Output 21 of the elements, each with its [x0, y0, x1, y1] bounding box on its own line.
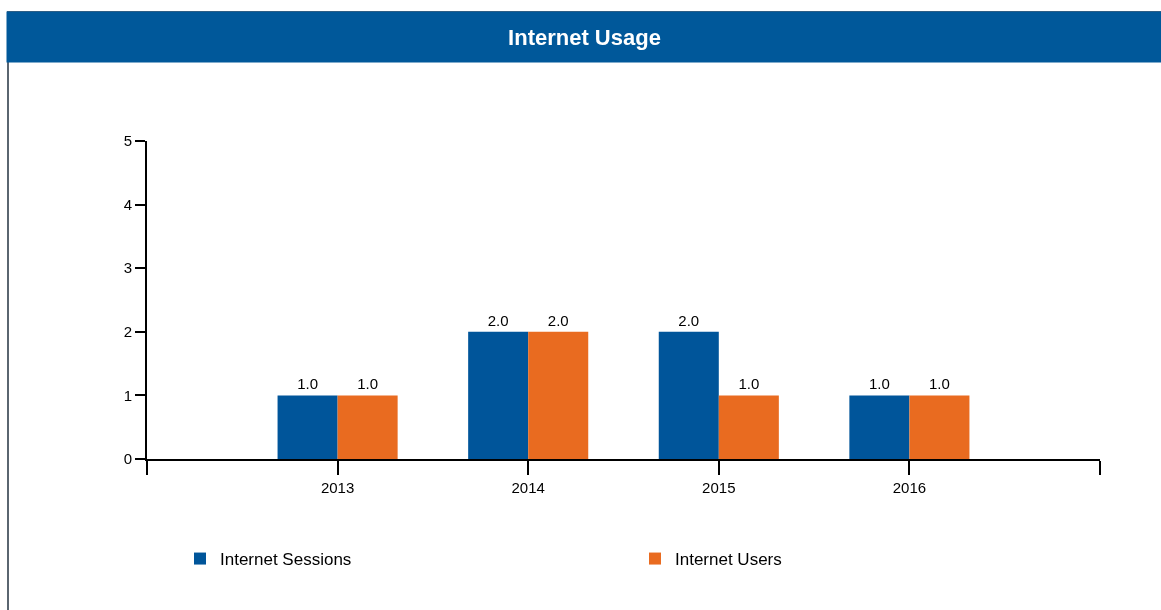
legend-label: Internet Sessions [220, 550, 352, 570]
data-label: 1.0 [357, 375, 379, 393]
data-label: 1.0 [738, 375, 760, 393]
y-tick-label: 0 [123, 450, 132, 468]
data-label: 1.0 [928, 375, 950, 393]
x-tick-label: 2013 [320, 479, 355, 496]
data-label: 2.0 [547, 311, 569, 329]
y-tick-label: 5 [123, 132, 132, 150]
data-label: 2.0 [487, 311, 509, 329]
y-tick-label: 2 [123, 323, 132, 341]
y-tick-label: 4 [123, 195, 132, 213]
data-label: 1.0 [297, 375, 319, 393]
y-tick-label: 3 [123, 259, 132, 277]
y-tick-label: 1 [123, 386, 132, 404]
chart-title: Internet Usage [508, 24, 661, 50]
x-tick-label: 2016 [892, 479, 927, 496]
legend-label: Internet Users [675, 550, 782, 570]
x-tick-label: 2015 [702, 479, 736, 496]
data-label: 1.0 [868, 375, 890, 393]
x-tick-label: 2014 [511, 479, 545, 496]
data-label: 2.0 [678, 311, 700, 329]
